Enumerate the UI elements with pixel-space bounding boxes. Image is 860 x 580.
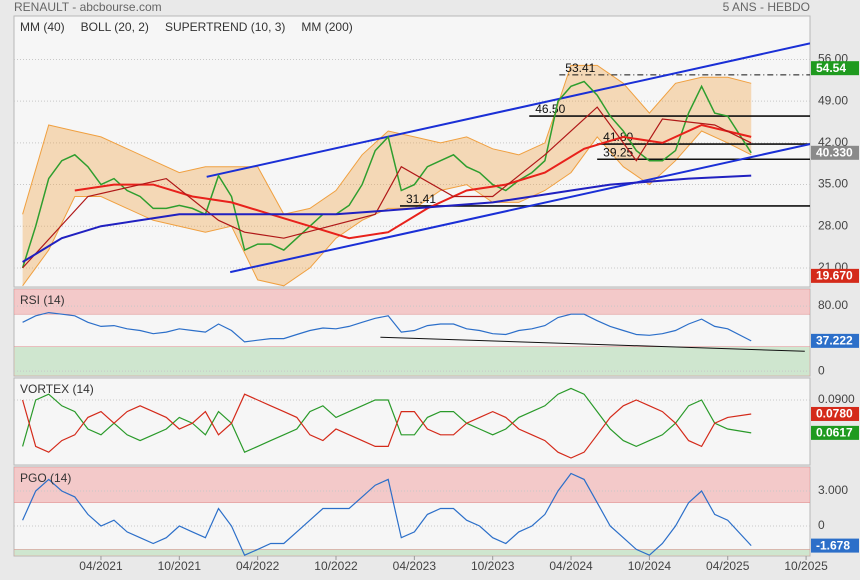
value-badge — [811, 425, 859, 440]
badge-label: 0.0617 — [816, 426, 853, 440]
y-tick-label: 35.00 — [818, 177, 848, 191]
panel — [13, 377, 811, 466]
value-badge — [811, 406, 859, 421]
series-line — [22, 387, 752, 453]
badge-label: 0.0780 — [816, 407, 853, 421]
badge-label: 37.222 — [816, 334, 853, 348]
level-label: 31.41 — [406, 192, 436, 206]
value-badge — [811, 268, 859, 283]
legend-entry: PGO (14) — [20, 471, 71, 485]
plot — [14, 289, 810, 376]
x-tick-label: 10/2021 — [158, 559, 202, 573]
x-tick-label: 04/2022 — [236, 559, 280, 573]
bollinger-upper — [22, 64, 752, 215]
channel-line — [229, 143, 810, 274]
legend-entry: RSI (14) — [20, 293, 65, 307]
band — [14, 467, 810, 503]
level-label: 39.25 — [603, 145, 633, 159]
y-tick-label: 49.00 — [818, 93, 848, 107]
badge-label: -1.678 — [816, 538, 850, 552]
legend-entry: BOLL (20, 2) — [81, 20, 149, 34]
level-label: 46.50 — [535, 102, 565, 116]
legend-entry: MM (40) — [20, 20, 65, 34]
bollinger-lower — [22, 130, 752, 287]
x-tick-label: 04/2021 — [79, 559, 123, 573]
chart-title: RENAULT - abcbourse.com — [14, 0, 162, 14]
y-tick-label: 42.00 — [818, 135, 848, 149]
legend-entry: SUPERTREND (10, 3) — [165, 20, 285, 34]
value-badge — [811, 333, 859, 348]
panel — [13, 15, 811, 288]
badge-label: 19.670 — [816, 269, 853, 283]
x-tick-label: 10/2022 — [314, 559, 358, 573]
y-tick-label: 0 — [818, 363, 825, 377]
value-badge — [811, 145, 859, 160]
x-tick-label: 10/2025 — [784, 559, 828, 573]
plot — [14, 387, 810, 459]
legend-entry: MM (200) — [301, 20, 352, 34]
level-label: 53.41 — [565, 61, 595, 75]
y-tick-label: 0 — [818, 518, 825, 532]
x-tick-label: 10/2023 — [471, 559, 515, 573]
legend-entry: VORTEX (14) — [20, 382, 94, 396]
channel-line — [206, 42, 810, 178]
trend-line — [380, 336, 805, 352]
plot — [14, 467, 810, 556]
badge-label: 54.54 — [816, 61, 846, 75]
x-tick-label: 04/2024 — [549, 559, 593, 573]
y-tick-label: 80.00 — [818, 298, 848, 312]
y-tick-label: 0.0900 — [818, 392, 855, 406]
value-badge — [811, 61, 859, 76]
series-line — [22, 174, 752, 263]
bollinger-band — [22, 65, 752, 286]
badge-label: 40.330 — [816, 145, 853, 159]
series-line — [22, 106, 752, 269]
value-badge — [811, 538, 859, 553]
price-line — [21, 80, 752, 269]
series-line — [22, 393, 752, 459]
band — [14, 289, 810, 315]
x-tick-label: 10/2024 — [628, 559, 672, 573]
series-line — [22, 472, 752, 556]
x-tick-label: 04/2023 — [393, 559, 437, 573]
y-tick-label: 28.00 — [818, 218, 848, 232]
series-line — [22, 311, 752, 343]
band — [14, 346, 810, 376]
band — [14, 549, 810, 556]
y-tick-label: 3.000 — [818, 483, 848, 497]
period: 5 ANS - HEBDO — [723, 0, 810, 14]
x-tick-label: 04/2025 — [706, 559, 750, 573]
